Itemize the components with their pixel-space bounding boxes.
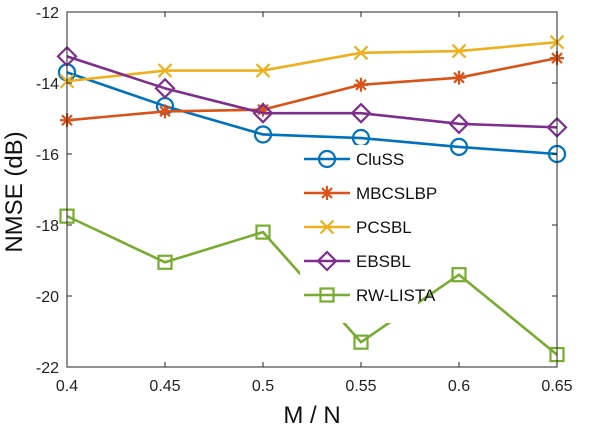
legend-marker — [317, 149, 337, 169]
x-tick-label: 0.65 — [541, 378, 572, 395]
x-tick-label: 0.4 — [56, 378, 78, 395]
y-tick-label: -16 — [36, 147, 59, 164]
data-point-mbcslbp — [354, 77, 368, 92]
data-point-pcsbl — [157, 63, 173, 78]
series-line-ebsbl — [66, 55, 558, 129]
plot-box — [66, 11, 558, 368]
y-tick-label: -22 — [36, 360, 59, 377]
data-point-mbcslbp — [158, 104, 172, 119]
data-point-ebsbl — [252, 102, 274, 124]
data-point-rw-lista — [451, 267, 467, 283]
x-tick-label: 0.55 — [345, 378, 376, 395]
legend-entry-pcsbl: PCSBL — [304, 218, 412, 237]
data-point-ebsbl — [350, 102, 372, 124]
legend: CluSS MBCSLBP PCSBL EBSBL RW-LISTA — [300, 145, 437, 323]
series-line-pcsbl — [66, 40, 558, 83]
data-point-mbcslbp — [452, 70, 466, 85]
data-point-pcsbl — [353, 45, 369, 61]
series-line-mbcslbp — [66, 56, 558, 122]
data-point-rw-lista — [157, 254, 173, 270]
x-tick-label: 0.5 — [252, 378, 274, 395]
series-layer — [56, 34, 568, 363]
legend-entry-rw-lista: RW-LISTA — [304, 286, 436, 305]
series-ebsbl — [56, 45, 568, 138]
y-tick-label: -18 — [36, 218, 59, 235]
data-point-ebsbl — [154, 77, 176, 99]
y-axis-label: NMSE (dB) — [1, 131, 28, 252]
x-tick-label: 0.6 — [448, 378, 470, 395]
legend-entry-ebsbl: EBSBL — [304, 250, 411, 272]
data-point-cluss — [253, 125, 273, 144]
legend-label: EBSBL — [356, 252, 411, 271]
legend-marker — [320, 186, 334, 200]
legend-label: MBCSLBP — [356, 184, 437, 203]
axes-layer: 0.4 0.45 0.5 0.55 0.6 0.65 -22 -20 -18 -16 -14 -12 — [36, 5, 573, 395]
x-axis-label: M / N — [283, 402, 340, 429]
legend-label: CluSS — [356, 150, 404, 169]
legend-label: RW-LISTA — [356, 286, 436, 305]
legend-marker — [319, 287, 335, 303]
y-tick-label: -20 — [36, 289, 59, 306]
data-point-ebsbl — [448, 113, 470, 135]
legend-entry-cluss: CluSS — [304, 149, 404, 169]
data-point-rw-lista — [255, 224, 271, 240]
data-point-pcsbl — [255, 63, 271, 78]
legend-label: PCSBL — [356, 218, 412, 237]
legend-entry-mbcslbp: MBCSLBP — [304, 184, 437, 203]
x-tick-label: 0.45 — [149, 378, 180, 395]
legend-marker — [316, 250, 338, 272]
data-point-mbcslbp — [256, 102, 270, 117]
series-pcsbl — [59, 34, 565, 89]
y-tick-label: -14 — [36, 76, 59, 93]
y-tick-label: -12 — [36, 5, 59, 22]
series-line-cluss — [66, 71, 558, 156]
data-point-rw-lista — [353, 334, 369, 350]
data-point-cluss — [449, 137, 469, 156]
legend-marker — [319, 219, 335, 235]
data-point-pcsbl — [451, 43, 467, 59]
